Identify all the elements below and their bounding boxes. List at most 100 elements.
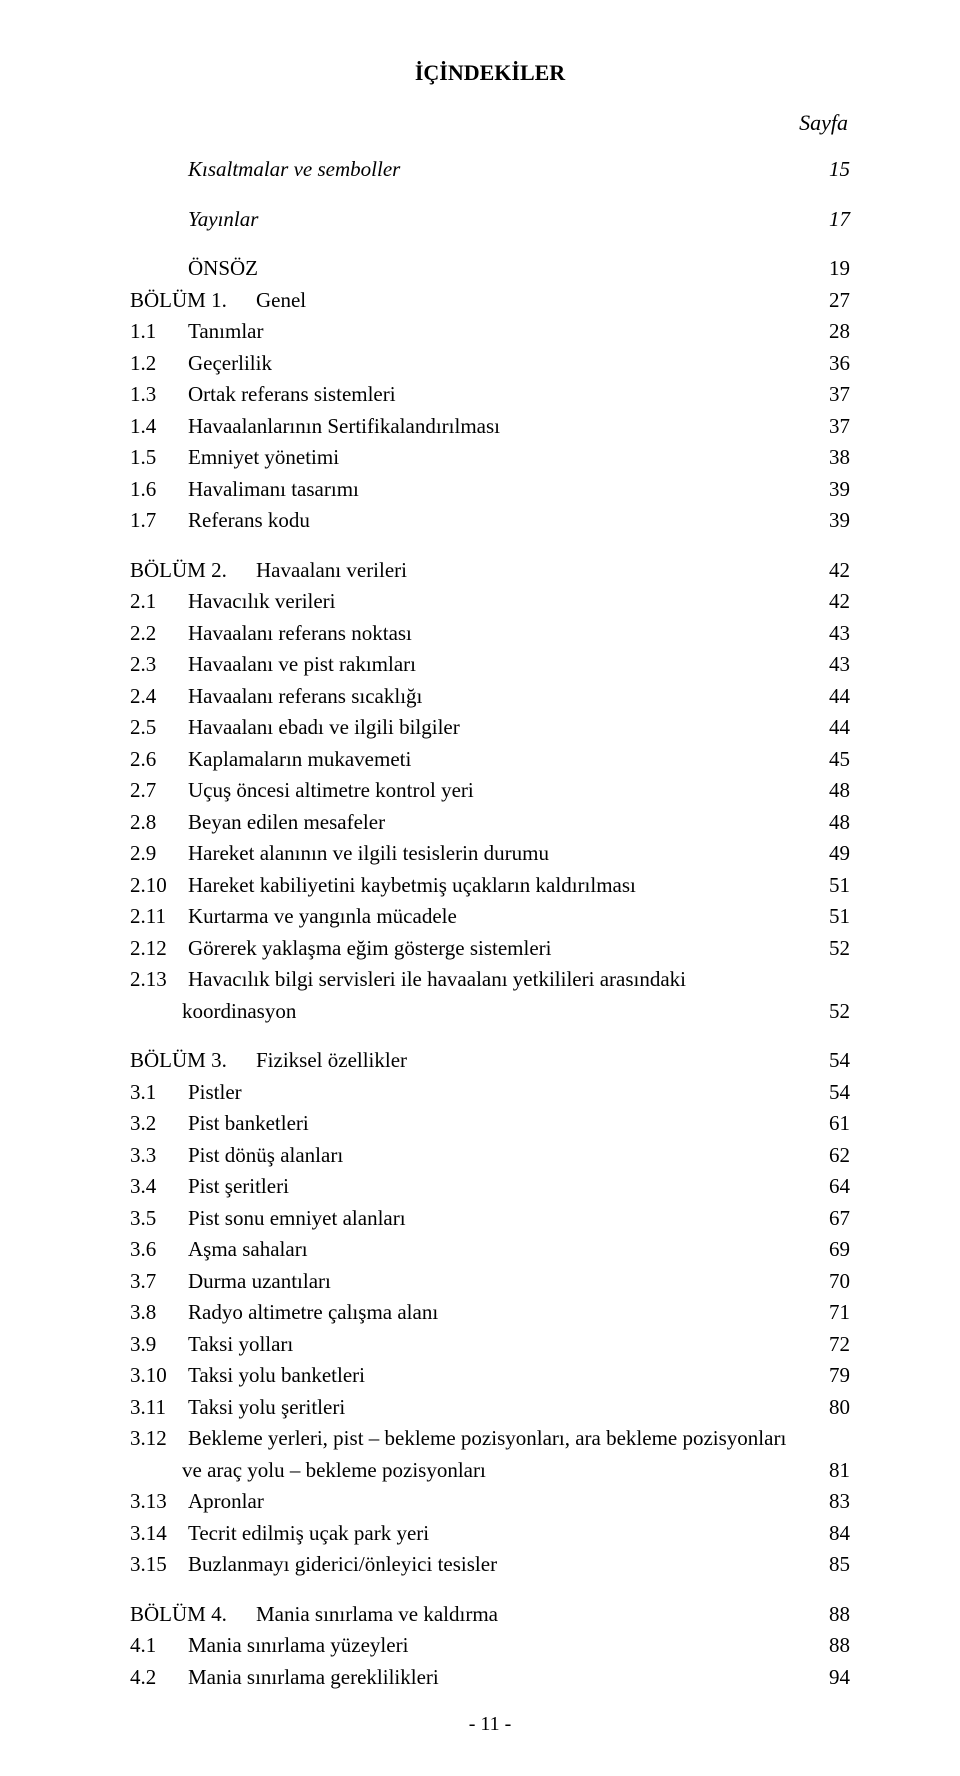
toc-entry-page: 38 xyxy=(812,442,850,474)
toc-row: 3.6Aşma sahaları69 xyxy=(130,1234,850,1266)
toc-entry-number: 3.13 xyxy=(130,1486,188,1518)
toc-entry-text: Fiziksel özellikler xyxy=(256,1045,407,1077)
toc-row: 2.6Kaplamaların mukavemeti45 xyxy=(130,744,850,776)
toc-entry-number: 2.11 xyxy=(130,901,188,933)
toc-entry-text: Pist şeritleri xyxy=(188,1171,289,1203)
toc-entry-number: 3.8 xyxy=(130,1297,188,1329)
toc-row: 2.3Havaalanı ve pist rakımları43 xyxy=(130,649,850,681)
toc-entry-text: Havacılık verileri xyxy=(188,586,336,618)
toc-row: Yayınlar17 xyxy=(130,204,850,236)
toc-entry-page: 36 xyxy=(812,348,850,380)
toc-entry-page: 49 xyxy=(812,838,850,870)
toc-entry-number: 3.7 xyxy=(130,1266,188,1298)
toc-entry-number: 2.6 xyxy=(130,744,188,776)
toc-entry-text: Taksi yolları xyxy=(188,1329,293,1361)
toc-entry-text: Hareket kabiliyetini kaybetmiş uçakların… xyxy=(188,870,636,902)
toc-entry-number: 2.9 xyxy=(130,838,188,870)
toc-row: 3.10Taksi yolu banketleri79 xyxy=(130,1360,850,1392)
toc-entry-text: Pistler xyxy=(188,1077,242,1109)
toc-row: 1.2Geçerlilik 36 xyxy=(130,348,850,380)
toc-entry-number: 2.8 xyxy=(130,807,188,839)
toc-entry-text: Ortak referans sistemleri xyxy=(188,379,396,411)
toc-row: 3.3Pist dönüş alanları 62 xyxy=(130,1140,850,1172)
toc-row: 1.6Havalimanı tasarımı 39 xyxy=(130,474,850,506)
toc-entry-text: Beyan edilen mesafeler xyxy=(188,807,385,839)
toc-entry-page: 79 xyxy=(812,1360,850,1392)
toc-entry-number: 1.1 xyxy=(130,316,188,348)
toc-entry-number: 3.1 xyxy=(130,1077,188,1109)
toc-entry-number: 3.12 xyxy=(130,1423,188,1455)
toc-entry-number: 2.2 xyxy=(130,618,188,650)
toc-row: 3.1Pistler 54 xyxy=(130,1077,850,1109)
toc-row: 3.11Taksi yolu şeritleri80 xyxy=(130,1392,850,1424)
toc-row: 4.2Mania sınırlama gereklilikleri94 xyxy=(130,1662,850,1694)
toc-row: 3.2Pist banketleri61 xyxy=(130,1108,850,1140)
toc-entry-number: 1.6 xyxy=(130,474,188,506)
toc-row: 3.8Radyo altimetre çalışma alanı71 xyxy=(130,1297,850,1329)
toc-entry-page: 84 xyxy=(812,1518,850,1550)
toc-row: 3.7Durma uzantıları70 xyxy=(130,1266,850,1298)
toc-entry-number: BÖLÜM 1. xyxy=(130,285,256,317)
toc-entry-text: Havalimanı tasarımı xyxy=(188,474,359,506)
toc-entry-page: 62 xyxy=(812,1140,850,1172)
toc-entry-text: Emniyet yönetimi xyxy=(188,442,339,474)
toc-entry-page: 88 xyxy=(812,1630,850,1662)
toc-row: 2.7Uçuş öncesi altimetre kontrol yeri 48 xyxy=(130,775,850,807)
toc-row: ve araç yolu – bekleme pozisyonları81 xyxy=(130,1455,850,1487)
toc-entry-number: 2.7 xyxy=(130,775,188,807)
toc-entry-page: 94 xyxy=(812,1662,850,1694)
toc-row: koordinasyon52 xyxy=(130,996,850,1028)
toc-entry-page: 52 xyxy=(812,933,850,965)
toc-entry-page: 54 xyxy=(812,1077,850,1109)
toc-row: 2.4Havaalanı referans sıcaklığı44 xyxy=(130,681,850,713)
toc-entry-page: 39 xyxy=(812,505,850,537)
toc-row: 3.12Bekleme yerleri, pist – bekleme pozi… xyxy=(130,1423,850,1455)
toc-row: ÖNSÖZ19 xyxy=(130,253,850,285)
toc-entry-page: 48 xyxy=(812,807,850,839)
toc-entry-text: Pist dönüş alanları xyxy=(188,1140,343,1172)
toc-entry-number: 3.4 xyxy=(130,1171,188,1203)
toc-entry-text: Havaalanlarının Sertifikalandırılması xyxy=(188,411,500,443)
toc-entry-text: Buzlanmayı giderici/önleyici tesisler xyxy=(188,1549,497,1581)
toc-entry-text: Taksi yolu şeritleri xyxy=(188,1392,345,1424)
toc-entry-page: 27 xyxy=(812,285,850,317)
toc-entry-page: 39 xyxy=(812,474,850,506)
toc-entry-number: 3.3 xyxy=(130,1140,188,1172)
toc-entry-text: Geçerlilik xyxy=(188,348,272,380)
toc-entry-page: 48 xyxy=(812,775,850,807)
toc-entry-number: 3.2 xyxy=(130,1108,188,1140)
toc-entry-text: Havaalanı verileri xyxy=(256,555,407,587)
toc-row: 2.12Görerek yaklaşma eğim gösterge siste… xyxy=(130,933,850,965)
toc-entry-text: Aşma sahaları xyxy=(188,1234,308,1266)
toc-entry-text: Apronlar xyxy=(188,1486,264,1518)
toc-row: 1.3Ortak referans sistemleri37 xyxy=(130,379,850,411)
toc-entry-text: Havaalanı referans noktası xyxy=(188,618,412,650)
toc-entry-number: 1.2 xyxy=(130,348,188,380)
toc-entry-text: Yayınlar xyxy=(188,204,258,236)
toc-entry-page: 43 xyxy=(812,618,850,650)
toc-row: 3.5Pist sonu emniyet alanları67 xyxy=(130,1203,850,1235)
toc-entry-page: 69 xyxy=(812,1234,850,1266)
toc-entry-text: Tecrit edilmiş uçak park yeri xyxy=(188,1518,429,1550)
toc-entry-page: 85 xyxy=(812,1549,850,1581)
toc-entry-page: 51 xyxy=(812,901,850,933)
toc-entry-text: Durma uzantıları xyxy=(188,1266,331,1298)
toc-entry-number: 4.1 xyxy=(130,1630,188,1662)
toc-row: BÖLÜM 1.Genel27 xyxy=(130,285,850,317)
toc-entry-page: 88 xyxy=(812,1599,850,1631)
toc-row: 2.1Havacılık verileri42 xyxy=(130,586,850,618)
toc-row: BÖLÜM 4.Mania sınırlama ve kaldırma88 xyxy=(130,1599,850,1631)
toc-page: İÇİNDEKİLER Sayfa Kısaltmalar ve semboll… xyxy=(0,0,960,1776)
toc-entry-number: 2.1 xyxy=(130,586,188,618)
toc-entry-page: 42 xyxy=(812,555,850,587)
toc-entry-page: 81 xyxy=(812,1455,850,1487)
toc-entry-page: 37 xyxy=(812,379,850,411)
toc-entry-text: Uçuş öncesi altimetre kontrol yeri xyxy=(188,775,474,807)
toc-row: 2.5Havaalanı ebadı ve ilgili bilgiler44 xyxy=(130,712,850,744)
toc-entry-number: 3.15 xyxy=(130,1549,188,1581)
toc-entry-text: Kurtarma ve yangınla mücadele xyxy=(188,901,457,933)
toc-block: BÖLÜM 4.Mania sınırlama ve kaldırma884.1… xyxy=(130,1599,850,1694)
toc-row: 3.9Taksi yolları72 xyxy=(130,1329,850,1361)
toc-entry-text: Hareket alanının ve ilgili tesislerin du… xyxy=(188,838,549,870)
toc-entry-number: 1.4 xyxy=(130,411,188,443)
